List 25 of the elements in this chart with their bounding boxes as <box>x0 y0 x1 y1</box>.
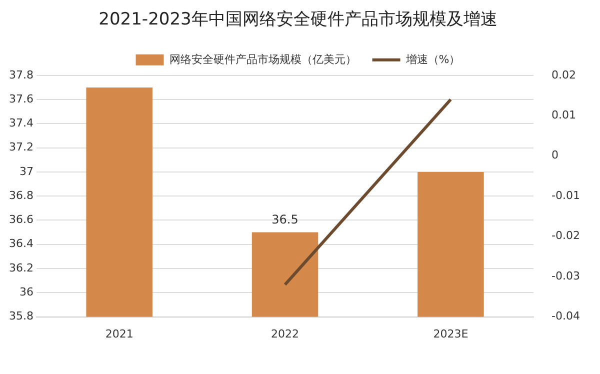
y-tick-label: 35.8 <box>8 310 34 323</box>
y-tick-label: 37.4 <box>8 116 34 130</box>
x-tick-label: 2021 <box>105 327 134 340</box>
x-tick-label: 2023E <box>433 327 468 340</box>
y2-tick-label: 0 <box>552 148 559 162</box>
y-tick-label: 36.6 <box>8 213 34 226</box>
x-tick-label: 2022 <box>271 327 300 340</box>
y2-tick-label: -0.04 <box>552 310 580 323</box>
y2-tick-label: 0.02 <box>552 68 576 82</box>
chart-title: 2021-2023年中国网络安全硬件产品市场规模及增速 <box>98 10 498 30</box>
y2-tick-label: -0.01 <box>552 188 580 202</box>
y-tick-label: 37.6 <box>8 92 34 106</box>
data-label: 36.5 <box>272 212 298 226</box>
y2-tick-label: -0.02 <box>552 229 580 242</box>
y-tick-label: 36.8 <box>8 188 34 202</box>
y2-tick-label: 0.01 <box>552 108 576 122</box>
y-tick-label: 37.8 <box>8 68 34 82</box>
y-tick-label: 37.2 <box>8 140 34 154</box>
legend-label: 网络安全硬件产品市场规模（亿美元） <box>169 52 356 66</box>
y-tick-label: 36 <box>19 286 34 299</box>
y-tick-label: 37 <box>19 164 34 178</box>
legend-label: 增速（%） <box>404 52 460 66</box>
y-tick-label: 36.2 <box>8 261 34 274</box>
y2-tick-label: -0.03 <box>552 269 580 282</box>
y-tick-label: 36.4 <box>8 237 34 250</box>
